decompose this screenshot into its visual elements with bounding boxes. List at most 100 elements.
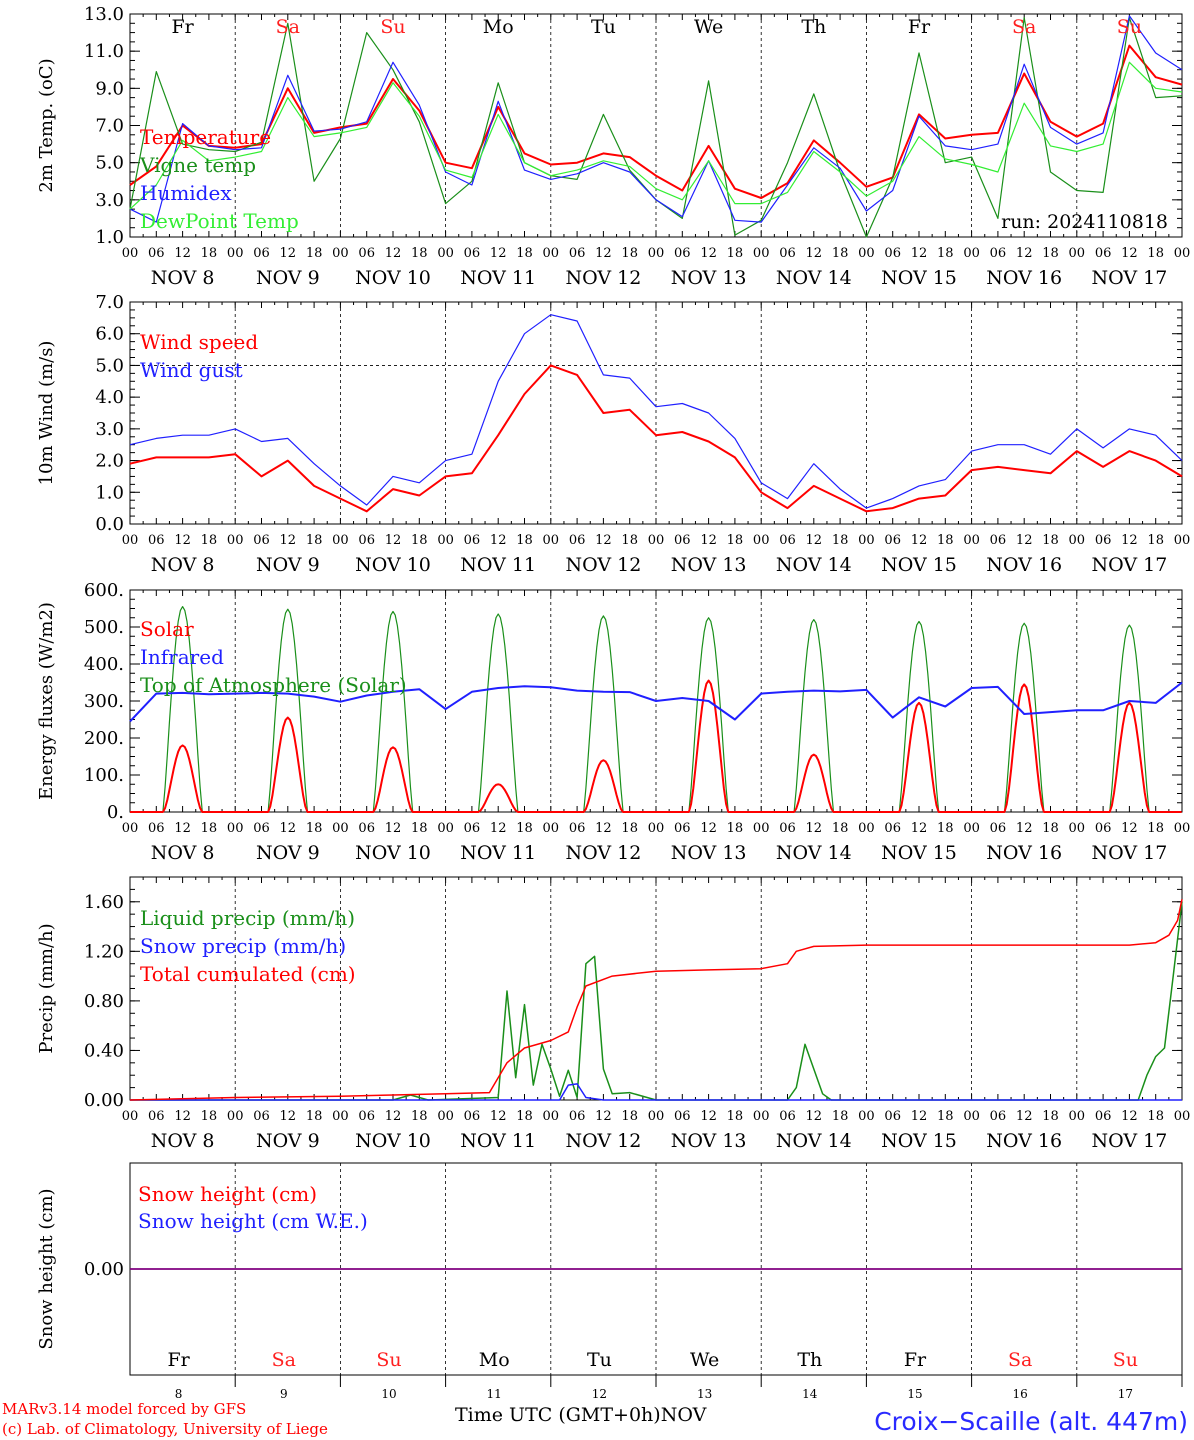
hour-label: 00 (753, 533, 770, 548)
y-tick-label: 0.00 (84, 1090, 124, 1111)
y-tick-label: 100. (84, 765, 124, 786)
series-top-of-atmosphere (130, 605, 1182, 813)
hour-label: 00 (648, 821, 665, 836)
hour-label: 12 (490, 1109, 507, 1124)
hour-label: 18 (621, 533, 638, 548)
hour-label: 12 (1016, 246, 1033, 261)
hour-label: 06 (779, 821, 796, 836)
hour-label: 00 (858, 821, 875, 836)
hour-label: 00 (963, 821, 980, 836)
weekday-label-bottom: Mo (479, 1349, 510, 1371)
hour-label: 18 (937, 533, 954, 548)
hour-label: 00 (648, 1109, 665, 1124)
hour-label: 06 (569, 533, 586, 548)
hour-label: 12 (595, 821, 612, 836)
hour-label: 12 (700, 246, 717, 261)
data-series (129, 15, 1183, 1270)
date-label: NOV 9 (256, 267, 320, 289)
hour-label: 00 (122, 246, 139, 261)
weekday-label-bottom: Sa (1008, 1349, 1032, 1371)
hour-label: 00 (648, 246, 665, 261)
hour-label: 18 (1042, 1109, 1059, 1124)
hour-label: 12 (490, 533, 507, 548)
hour-label: 00 (1069, 246, 1086, 261)
date-label: NOV 9 (256, 842, 320, 864)
date-label: NOV 12 (565, 554, 641, 576)
hour-label: 00 (543, 821, 560, 836)
date-label: NOV 17 (1091, 267, 1167, 289)
hour-label: 12 (806, 533, 823, 548)
hour-label: 18 (832, 533, 849, 548)
legend-item: Solar (140, 617, 194, 641)
weekday-label-bottom: We (690, 1349, 719, 1371)
date-label: NOV 12 (565, 267, 641, 289)
hour-label: 12 (595, 246, 612, 261)
hour-label: 18 (621, 1109, 638, 1124)
hour-label: 00 (332, 246, 349, 261)
hour-label-final: 00 (1174, 246, 1191, 261)
weekday-label: We (694, 16, 723, 38)
hour-label: 00 (963, 1109, 980, 1124)
x-axis-title-text: Time UTC (GMT+0h) (455, 1404, 661, 1426)
date-label: NOV 10 (355, 842, 431, 864)
y-tick-label: 500. (84, 617, 124, 638)
y-tick-label: 0.80 (84, 991, 124, 1012)
date-label: NOV 17 (1091, 554, 1167, 576)
date-label: NOV 11 (460, 554, 536, 576)
y-tick-label: 3.0 (95, 419, 124, 440)
hour-label: 06 (358, 246, 375, 261)
hour-label: 18 (937, 821, 954, 836)
hour-label: 00 (437, 1109, 454, 1124)
hour-label: 18 (1147, 533, 1164, 548)
legend-item: Total cumulated (cm) (140, 962, 356, 986)
legend-item: Liquid precip (mm/h) (140, 906, 355, 930)
weekday-label: Th (801, 16, 826, 38)
hour-label: 18 (516, 1109, 533, 1124)
hour-label: 18 (1042, 246, 1059, 261)
weekday-label: Su (380, 16, 405, 38)
y-axis-title: Snow height (cm) (36, 1188, 57, 1349)
date-label: NOV 9 (256, 1130, 320, 1152)
y-tick-label: 5.0 (95, 153, 124, 174)
y-tick-label: 9.0 (95, 78, 124, 99)
hour-label: 12 (595, 533, 612, 548)
hour-label: 18 (516, 533, 533, 548)
hour-label: 06 (674, 821, 691, 836)
hour-label: 18 (1147, 1109, 1164, 1124)
series-temperature (129, 44, 1183, 199)
weekday-label: Fr (171, 16, 194, 38)
hour-label: 12 (700, 1109, 717, 1124)
day-number: 12 (592, 1387, 607, 1401)
hour-label: 00 (648, 533, 665, 548)
hour-label: 12 (174, 1109, 191, 1124)
weekday-label: Sa (276, 16, 300, 38)
y-tick-label: 300. (84, 691, 124, 712)
y-tick-label: 2.0 (95, 451, 124, 472)
date-label: NOV 12 (565, 1130, 641, 1152)
hour-label: 00 (858, 246, 875, 261)
hour-label: 12 (1121, 821, 1138, 836)
date-label: NOV 11 (460, 1130, 536, 1152)
hour-label: 06 (569, 1109, 586, 1124)
y-axis-title: 2m Temp. (oC) (36, 58, 57, 192)
hour-label: 00 (437, 821, 454, 836)
station-name: Croix−Scaille (alt. 447m) (874, 1407, 1188, 1436)
legend-item: Wind gust (140, 358, 243, 382)
hour-label: 18 (411, 821, 428, 836)
series-humidex (129, 15, 1183, 223)
lab-credit: (c) Lab. of Climatology, University of L… (2, 1420, 328, 1438)
hour-label: 12 (174, 821, 191, 836)
date-label: NOV 13 (671, 554, 747, 576)
hour-label: 12 (1016, 821, 1033, 836)
date-label: NOV 14 (776, 267, 852, 289)
panel-frame-temperature (129, 13, 1183, 238)
hour-label: 06 (1095, 821, 1112, 836)
hour-label: 18 (201, 821, 218, 836)
hour-label: 12 (911, 246, 928, 261)
legend-item: DewPoint Temp (140, 209, 299, 233)
hour-label: 12 (280, 821, 297, 836)
model-credit: MARv3.14 model forced by GFS (2, 1400, 247, 1418)
y-tick-label: 1.0 (95, 227, 124, 248)
y-tick-label: 0.0 (95, 514, 124, 535)
hour-label: 12 (385, 246, 402, 261)
